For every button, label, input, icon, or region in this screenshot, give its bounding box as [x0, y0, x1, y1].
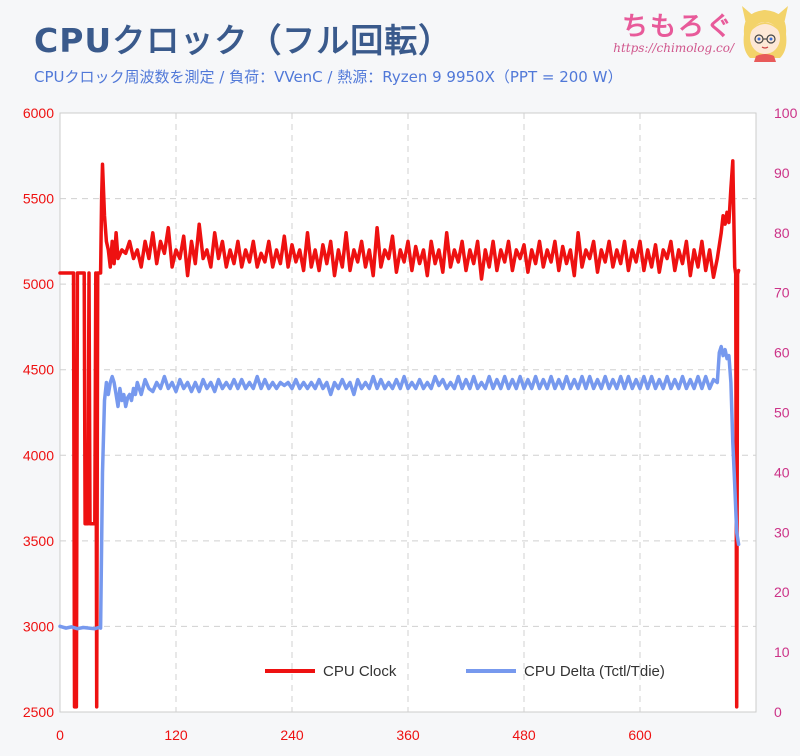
y-tick-label-left: 4500	[23, 362, 54, 378]
x-tick-label: 360	[396, 727, 420, 743]
x-tick-label: 480	[512, 727, 536, 743]
y-tick-label-left: 3500	[23, 533, 54, 549]
x-tick-label: 120	[164, 727, 188, 743]
x-tick-label: 600	[628, 727, 652, 743]
y-tick-label-right: 0	[774, 704, 782, 720]
series-lines	[58, 159, 741, 709]
mascot-icon	[742, 6, 788, 62]
y-tick-label-left: 4000	[23, 447, 54, 463]
chart-title: CPUクロック（フル回転）	[34, 21, 453, 60]
y-tick-label-left: 5500	[23, 191, 54, 207]
y-tick-label-right: 20	[774, 584, 790, 600]
y-tick-label-right: 100	[774, 105, 798, 121]
y-tick-label-right: 90	[774, 165, 790, 181]
y-tick-label-left: 6000	[23, 105, 54, 121]
y-tick-label-right: 60	[774, 345, 790, 361]
x-axis-ticks: 0 120 240 360 480 600	[56, 727, 652, 743]
x-tick-label: 0	[56, 727, 64, 743]
chart-grid	[59, 112, 757, 713]
legend-item: CPU Clock	[265, 663, 397, 680]
left-axis-ticks: 2500 3000 3500 4000 4500 5000 5500 6000	[23, 105, 54, 720]
brand-url: https://chimolog.co/	[613, 41, 734, 55]
chart-subtitle: CPUクロック周波数を測定 / 負荷：VVenC / 熱源：Ryzen 9 99…	[34, 68, 623, 86]
y-tick-label-right: 50	[774, 405, 790, 421]
y-tick-label-right: 40	[774, 464, 790, 480]
x-tick-label: 240	[280, 727, 304, 743]
right-axis-ticks: 0 10 20 30 40 50 60 70 80 90 100	[774, 105, 798, 720]
y-tick-label-left: 2500	[23, 704, 54, 720]
legend-item: CPU Delta (Tctl/Tdie)	[466, 663, 665, 680]
series-line-cpu-clock	[58, 159, 741, 709]
y-tick-label-right: 30	[774, 524, 790, 540]
y-tick-label-right: 80	[774, 225, 790, 241]
legend: CPU Clock CPU Delta (Tctl/Tdie)	[265, 663, 665, 680]
y-tick-label-left: 5000	[23, 276, 54, 292]
y-tick-label-left: 3000	[23, 618, 54, 634]
brand-name: ちもろぐ	[621, 12, 734, 42]
legend-label: CPU Delta (Tctl/Tdie)	[524, 663, 665, 680]
series-line-cpu-delta	[58, 344, 741, 631]
brand-logo[interactable]: ちもろぐ https://chimolog.co/	[613, 6, 734, 55]
legend-label: CPU Clock	[323, 663, 397, 680]
y-tick-label-right: 70	[774, 285, 790, 301]
y-tick-label-right: 10	[774, 644, 790, 660]
